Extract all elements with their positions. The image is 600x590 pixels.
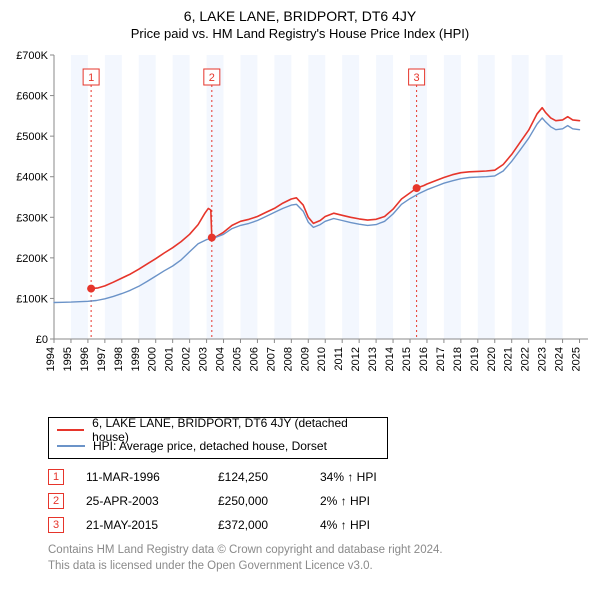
- svg-text:2009: 2009: [299, 347, 311, 371]
- svg-text:£400K: £400K: [16, 172, 48, 184]
- svg-text:£300K: £300K: [16, 212, 48, 224]
- svg-text:1997: 1997: [96, 347, 108, 371]
- svg-text:2008: 2008: [282, 347, 294, 371]
- legend-label: HPI: Average price, detached house, Dors…: [93, 439, 327, 453]
- svg-text:1995: 1995: [62, 347, 74, 371]
- svg-text:2025: 2025: [571, 347, 583, 371]
- sales-row: 1 11-MAR-1996 £124,250 34% ↑ HPI: [48, 465, 592, 489]
- svg-text:£100K: £100K: [16, 293, 48, 305]
- svg-text:2014: 2014: [384, 347, 396, 371]
- svg-text:2021: 2021: [503, 347, 515, 371]
- sale-date: 11-MAR-1996: [86, 470, 196, 484]
- sale-pct-vs-hpi: 34% ↑ HPI: [320, 470, 420, 484]
- svg-text:3: 3: [414, 72, 420, 84]
- svg-text:2000: 2000: [147, 347, 159, 371]
- sale-date: 25-APR-2003: [86, 494, 196, 508]
- svg-text:2002: 2002: [181, 347, 193, 371]
- sales-table: 111-MAR-1996£124,25034% ↑ HPI225-APR-200…: [48, 465, 592, 537]
- svg-text:2016: 2016: [418, 347, 430, 371]
- svg-text:2010: 2010: [316, 347, 328, 371]
- svg-text:2018: 2018: [452, 347, 464, 371]
- svg-text:2015: 2015: [401, 347, 413, 371]
- sales-row: 3 21-MAY-2015 £372,000 4% ↑ HPI: [48, 513, 592, 537]
- svg-text:2005: 2005: [231, 347, 243, 371]
- svg-text:2006: 2006: [248, 347, 260, 371]
- footer-line-2: This data is licensed under the Open Gov…: [48, 559, 592, 575]
- sale-date: 21-MAY-2015: [86, 518, 196, 532]
- footer-attribution: Contains HM Land Registry data © Crown c…: [48, 543, 592, 574]
- svg-text:2022: 2022: [520, 347, 532, 371]
- legend-swatch: [57, 445, 85, 447]
- svg-text:2007: 2007: [265, 347, 277, 371]
- svg-text:£600K: £600K: [16, 91, 48, 103]
- sale-marker: 2: [48, 493, 64, 509]
- sale-price: £250,000: [218, 494, 298, 508]
- svg-text:1: 1: [88, 72, 94, 84]
- legend: 6, LAKE LANE, BRIDPORT, DT6 4JY (detache…: [48, 417, 388, 459]
- svg-text:2012: 2012: [350, 347, 362, 371]
- svg-text:2: 2: [209, 72, 215, 84]
- svg-text:2017: 2017: [435, 347, 447, 371]
- svg-text:2023: 2023: [537, 347, 549, 371]
- footer-line-1: Contains HM Land Registry data © Crown c…: [48, 543, 592, 559]
- chart-svg: £0 £100K £200K £300K £400K £500K £600K £700K 199…: [8, 49, 592, 409]
- svg-text:2003: 2003: [198, 347, 210, 371]
- page-subtitle: Price paid vs. HM Land Registry's House …: [8, 26, 592, 41]
- svg-text:2020: 2020: [486, 347, 498, 371]
- svg-text:£700K: £700K: [16, 50, 48, 62]
- legend-swatch: [57, 429, 84, 431]
- svg-text:1996: 1996: [79, 347, 91, 371]
- sale-marker: 1: [48, 469, 64, 485]
- sale-pct-vs-hpi: 2% ↑ HPI: [320, 494, 420, 508]
- svg-text:£200K: £200K: [16, 253, 48, 265]
- svg-text:2011: 2011: [333, 347, 345, 371]
- svg-text:2019: 2019: [469, 347, 481, 371]
- sales-row: 2 25-APR-2003 £250,000 2% ↑ HPI: [48, 489, 592, 513]
- svg-text:1994: 1994: [45, 347, 57, 371]
- svg-text:2024: 2024: [554, 347, 566, 371]
- svg-text:1998: 1998: [113, 347, 125, 371]
- svg-text:1999: 1999: [130, 347, 142, 371]
- sale-marker: 3: [48, 517, 64, 533]
- price-chart: £0 £100K £200K £300K £400K £500K £600K £700K 199…: [8, 49, 592, 409]
- legend-item: 6, LAKE LANE, BRIDPORT, DT6 4JY (detache…: [57, 422, 379, 438]
- svg-text:£500K: £500K: [16, 131, 48, 143]
- sale-price: £124,250: [218, 470, 298, 484]
- sale-pct-vs-hpi: 4% ↑ HPI: [320, 518, 420, 532]
- svg-text:2004: 2004: [215, 347, 227, 371]
- svg-text:2001: 2001: [164, 347, 176, 371]
- svg-text:£0: £0: [36, 334, 48, 346]
- page-title: 6, LAKE LANE, BRIDPORT, DT6 4JY: [8, 8, 592, 24]
- sale-price: £372,000: [218, 518, 298, 532]
- svg-text:2013: 2013: [367, 347, 379, 371]
